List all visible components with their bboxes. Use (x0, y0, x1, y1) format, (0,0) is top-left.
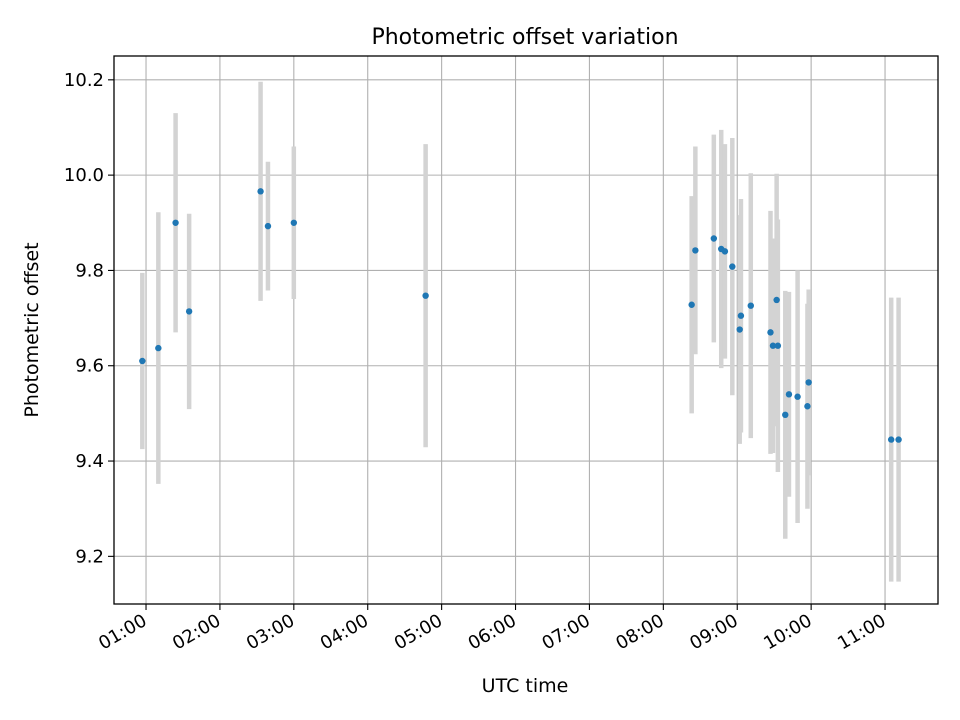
plot-frame (113, 55, 939, 605)
data-point (782, 411, 789, 419)
data-point (769, 342, 777, 349)
data-point (710, 235, 718, 242)
data-point (737, 312, 745, 319)
data-point (773, 296, 780, 304)
data-point (887, 436, 895, 443)
data-point (767, 329, 774, 336)
data-point (721, 248, 729, 255)
data-point (688, 301, 695, 308)
data-point (805, 379, 812, 386)
data-point (264, 222, 272, 230)
data-point (692, 247, 699, 254)
y-axis-ticks: 9.2 9.4 9.6 9.8 10.0 10.2 (64, 70, 114, 567)
data-point (736, 326, 743, 333)
data-point (139, 357, 146, 365)
y-tick-label: 10.2 (64, 70, 104, 91)
y-tick-label: 10.0 (64, 165, 104, 186)
data-point (794, 393, 801, 400)
data-points (139, 188, 902, 443)
plot-area (114, 56, 938, 604)
data-point (257, 188, 264, 195)
data-point (729, 263, 736, 270)
data-point (185, 308, 193, 315)
y-axis-label: Photometric offset (21, 242, 43, 417)
data-point (155, 344, 162, 352)
y-tick-label: 9.8 (75, 260, 104, 281)
data-point (774, 342, 782, 349)
data-point (747, 302, 754, 309)
y-tick-label: 9.4 (75, 451, 104, 472)
chart-title: Photometric offset variation (371, 25, 678, 50)
data-point (895, 436, 902, 443)
data-point (422, 292, 429, 299)
data-point (785, 391, 793, 398)
data-point (172, 219, 179, 226)
y-tick-label: 9.2 (75, 546, 104, 567)
x-axis-ticks: 01:00 02:00 03:00 04:00 05:00 06:00 07:00 08:00… (95, 604, 890, 654)
y-tick-label: 9.6 (75, 356, 104, 377)
x-axis-label: UTC time (482, 675, 569, 697)
data-point (804, 403, 811, 410)
data-point (290, 219, 298, 226)
